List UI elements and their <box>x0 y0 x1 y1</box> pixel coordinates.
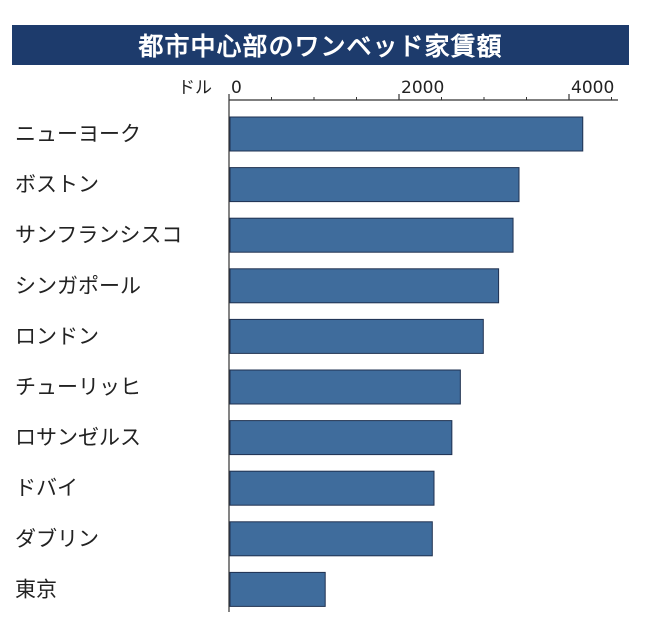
category-label: シンガポール <box>15 274 141 298</box>
category-label: ロンドン <box>15 324 99 348</box>
bar <box>229 369 461 405</box>
bar <box>229 268 500 304</box>
category-label: サンフランシスコ <box>15 223 182 247</box>
category-label: ボストン <box>15 173 99 197</box>
x-tick-label: 2000 <box>401 78 444 98</box>
x-tick-label: 4000 <box>571 78 614 98</box>
bar <box>229 116 584 152</box>
category-label: ニューヨーク <box>15 122 141 146</box>
category-label: ダブリン <box>15 527 99 551</box>
category-label: ロサンゼルス <box>15 426 141 450</box>
category-label: 東京 <box>15 577 57 601</box>
bar <box>229 420 453 456</box>
category-label: チューリッヒ <box>15 375 141 399</box>
unit-label: ドル <box>178 78 212 98</box>
bar <box>229 521 433 557</box>
bar <box>229 318 484 354</box>
bar <box>229 217 514 253</box>
chart-title: 都市中心部のワンベッド家賃額 <box>138 32 503 61</box>
x-tick-label: 0 <box>231 78 242 98</box>
chart-title-bar: 都市中心部のワンベッド家賃額 <box>12 25 629 65</box>
category-label: ドバイ <box>15 476 78 500</box>
bar <box>229 167 520 203</box>
bar <box>229 571 326 607</box>
bar <box>229 470 435 506</box>
